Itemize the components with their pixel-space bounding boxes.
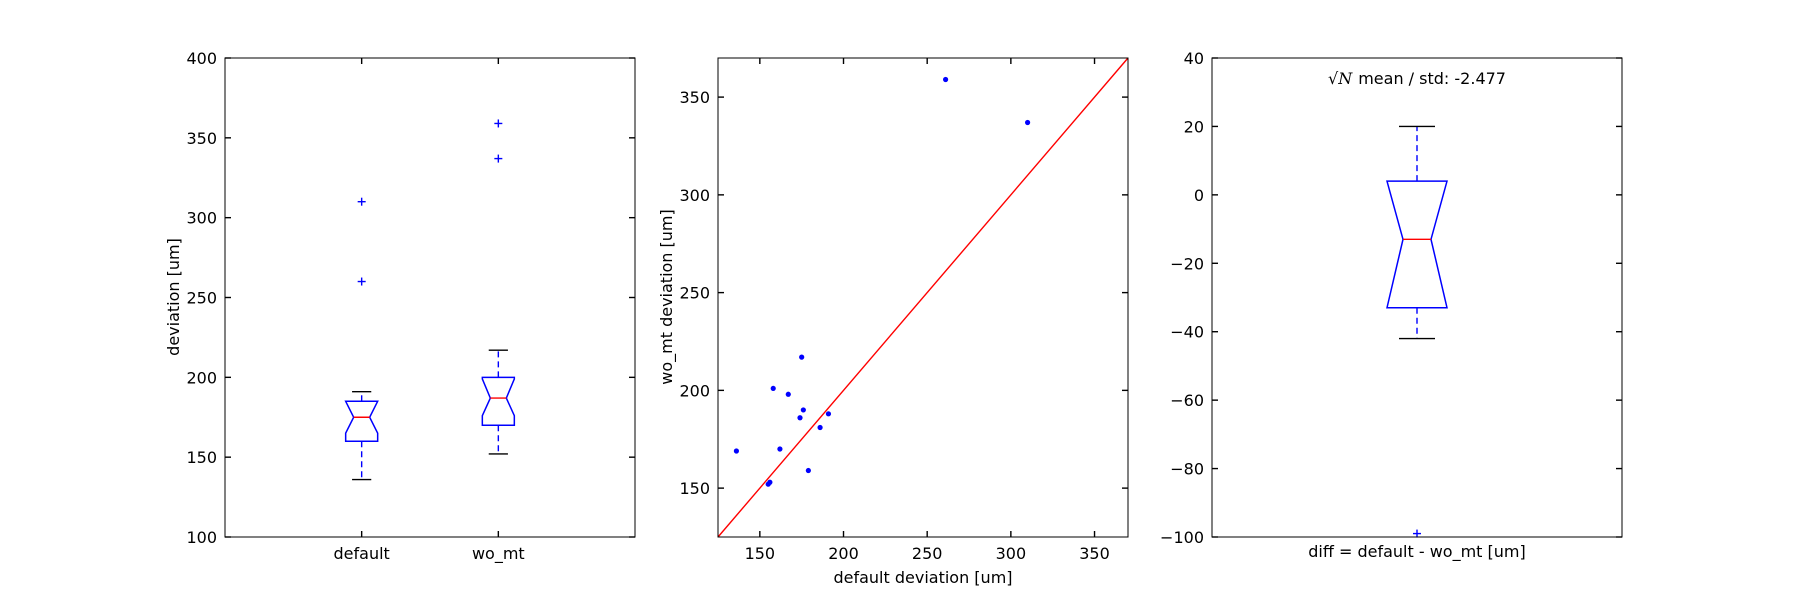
x-axis-ticks: 150 200 250 300 350 [745,58,1110,563]
boxplot-panel-diff: −100 −80 −60 −40 −20 0 20 40 √N mean / std: -2.4… [1160,49,1623,562]
scatter-point [799,354,805,360]
panel-title: √N mean / std: -2.477 [1328,69,1506,88]
y-tick-label: 300 [679,186,710,205]
y-tick-label: −80 [1170,460,1204,479]
y-tick-label: 300 [186,209,217,228]
boxplot-panel-deviation: 100 150 200 250 300 350 400 default wo_mt devia… [164,49,636,564]
title-prefix: √N [1328,69,1353,88]
y-axis-label: wo_mt deviation [um] [657,209,677,384]
plot-frame [1211,57,1623,538]
y-tick-label: 40 [1184,49,1204,68]
boxplot-marks [344,119,516,481]
plot-frame [717,57,1129,538]
x-axis-ticks: default wo_mt [334,58,525,564]
y-tick-label: 250 [679,284,710,303]
x-tick-label: 250 [912,544,943,563]
boxplot-marks [1386,125,1448,538]
scatter-point [805,467,811,474]
y-tick-label: 350 [186,129,217,148]
scatter-point [800,407,806,413]
y-tick-label: −60 [1170,391,1204,410]
scatter-point [733,448,740,454]
y-tick-label: 100 [186,528,217,547]
y-tick-label: 150 [186,448,217,467]
scatter-point [1024,119,1031,126]
scatter-point [942,76,949,83]
scatter-panel: 150 200 250 300 350 150 200 250 300 350 default … [657,57,1129,587]
x-axis-label: diff = default - wo_mt [um] [1308,542,1525,562]
y-tick-label: 350 [679,88,710,107]
notched-box [1386,180,1448,309]
x-tick-label: wo_mt [472,544,525,564]
scatter-point [785,391,791,397]
scatter-point [767,479,773,485]
x-axis-label: default deviation [um] [833,568,1012,587]
y-tick-label: −40 [1170,323,1204,342]
x-tick-label: 200 [828,544,859,563]
x-tick-label: 300 [996,544,1027,563]
notched-box [481,376,516,426]
x-tick-label: 150 [745,544,776,563]
scatter-point [797,415,803,421]
y-tick-label: 250 [186,289,217,308]
y-axis-label: deviation [um] [164,238,183,356]
y-tick-label: 200 [186,368,217,387]
y-tick-label: 200 [679,381,710,400]
identity-line [717,57,1129,538]
scatter-point [770,385,776,392]
scatter-marks [717,57,1129,538]
plot-frame [224,57,636,538]
title-text: mean / std: -2.477 [1358,69,1506,88]
scatter-point [825,411,832,417]
y-axis-ticks: −100 −80 −60 −40 −20 0 20 40 [1160,49,1622,547]
y-tick-label: 0 [1194,186,1204,205]
y-axis-ticks: 150 200 250 300 350 [679,88,1128,498]
y-tick-label: 150 [679,479,710,498]
y-tick-label: 400 [186,49,217,68]
x-tick-label: 350 [1079,544,1110,563]
y-axis-ticks: 100 150 200 250 300 350 400 [186,49,635,547]
y-tick-label: −20 [1170,254,1204,273]
scatter-point [817,424,823,431]
y-tick-label: −100 [1160,528,1204,547]
scatter-point [777,446,783,452]
x-tick-label: default [334,544,390,563]
y-tick-label: 20 [1184,117,1204,136]
notched-box [344,400,379,442]
